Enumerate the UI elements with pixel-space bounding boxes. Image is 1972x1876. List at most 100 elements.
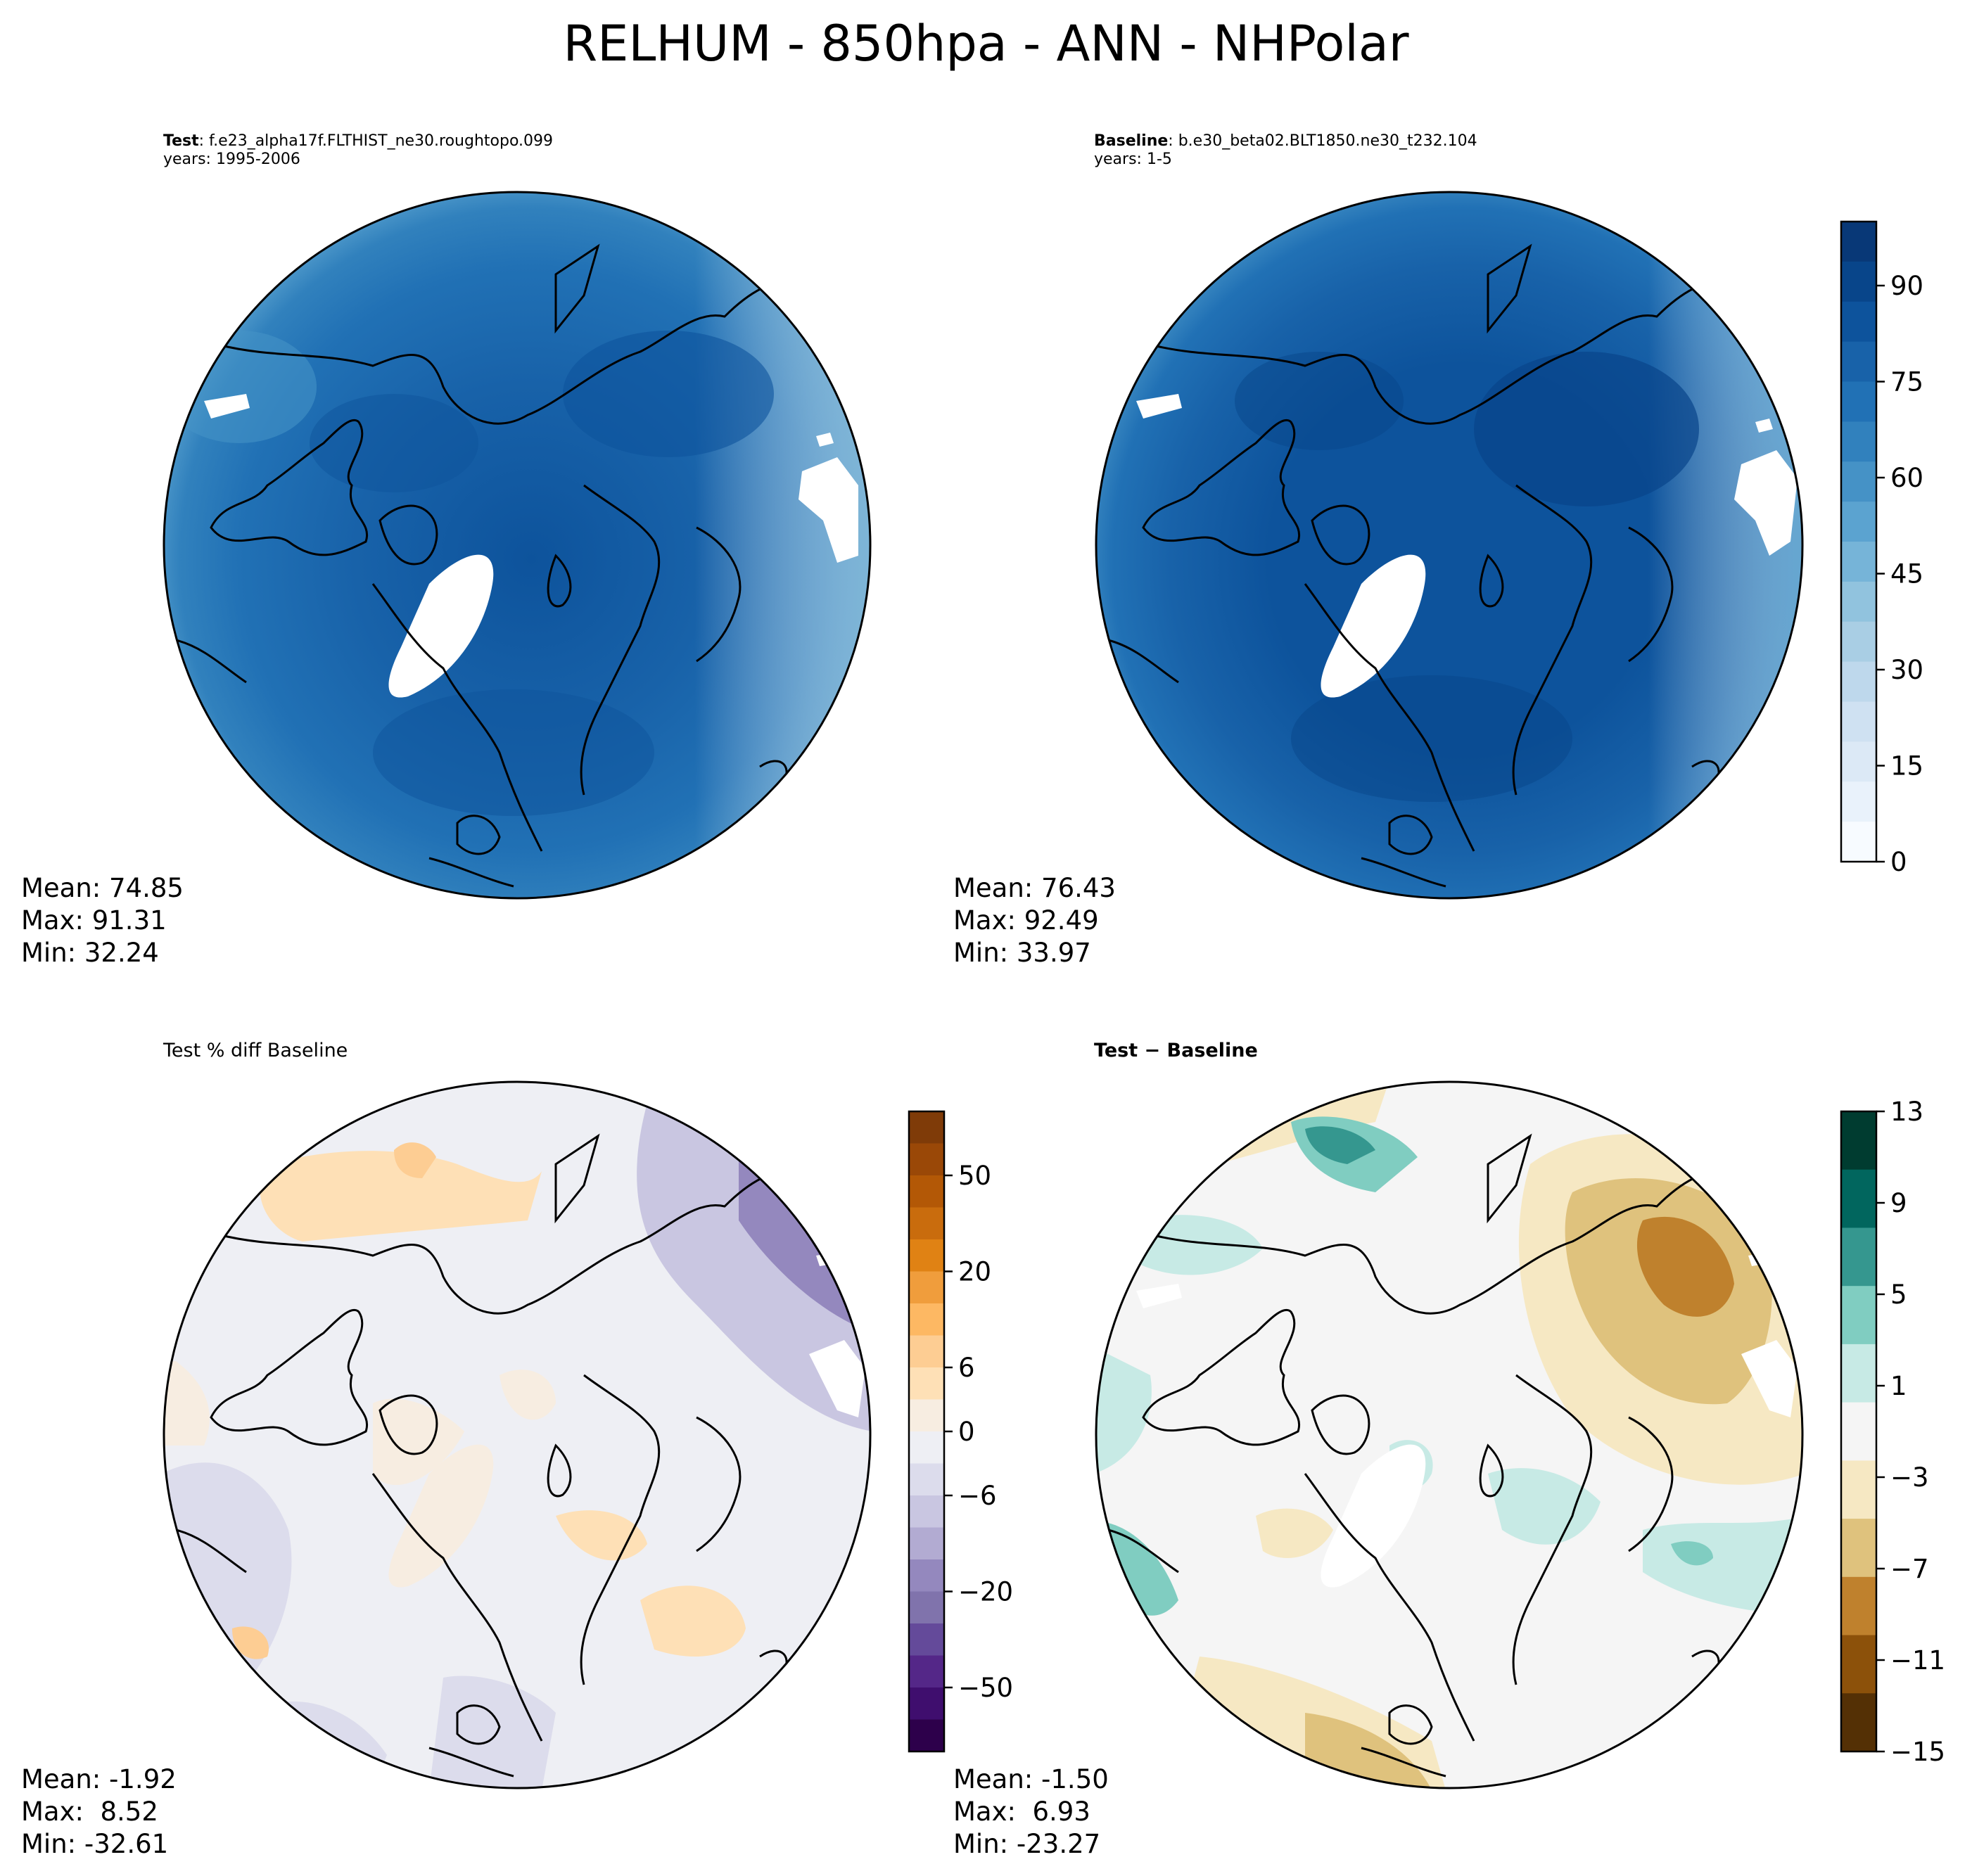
colorbar-segment <box>1841 502 1876 542</box>
diff-panel-title: Test − Baseline <box>1094 1040 1258 1061</box>
colorbar-segment <box>909 1591 944 1624</box>
test-polar-map <box>163 191 872 900</box>
colorbar-segment <box>1841 581 1876 623</box>
test-stat-mean: Mean: 74.85 <box>21 873 184 903</box>
test-stat-min: Min: 32.24 <box>21 938 159 968</box>
colorbar-segment <box>909 1175 944 1208</box>
diff-tick-label: −7 <box>1890 1554 1929 1584</box>
pctdiff-colorbar: 50 20 6 0 −6 −20 −50 <box>908 1110 1013 1753</box>
colorbar-segment <box>1841 1693 1876 1752</box>
colorbar-segment <box>1841 822 1876 862</box>
pctdiff-tick-label: −20 <box>958 1577 1013 1607</box>
diff-stat-min: Min: -23.27 <box>953 1829 1101 1859</box>
pctdiff-polar-map <box>163 1080 872 1789</box>
colorbar-segment <box>1841 781 1876 822</box>
colorbar-segment <box>1841 621 1876 663</box>
colorbar-segment <box>909 1719 944 1752</box>
field-tick-label: 45 <box>1890 559 1923 589</box>
colorbar-segment <box>909 1431 944 1464</box>
diff-tick-label: 5 <box>1890 1280 1907 1310</box>
colorbar-segment <box>1841 1576 1876 1636</box>
baseline-stat-mean: Mean: 76.43 <box>953 873 1116 903</box>
baseline-polar-map <box>1095 191 1804 900</box>
pctdiff-tick-label: −6 <box>958 1481 997 1511</box>
pctdiff-tick-label: 20 <box>958 1257 991 1287</box>
figure-title: RELHUM - 850hpa - ANN - NHPolar <box>563 15 1409 72</box>
colorbar-segment <box>909 1207 944 1240</box>
diff-stat-max: Max: 6.93 <box>953 1797 1090 1827</box>
field-tick-label: 15 <box>1890 751 1923 781</box>
pctdiff-stats: Mean: -1.92 Max: 8.52 Min: -32.61 <box>21 1763 177 1861</box>
colorbar-segment <box>1841 1635 1876 1694</box>
diff-tick-label: −15 <box>1890 1737 1945 1767</box>
field-tick-label: 0 <box>1890 847 1907 877</box>
pctdiff-tick-label: 6 <box>958 1353 975 1383</box>
colorbar-segment <box>1841 1460 1876 1519</box>
pctdiff-tick-label: 50 <box>958 1161 991 1191</box>
baseline-label-bold: Baseline <box>1094 132 1169 150</box>
colorbar-segment <box>909 1495 944 1528</box>
field-tick-label: 75 <box>1890 367 1923 397</box>
colorbar-segment <box>1841 542 1876 582</box>
pctdiff-stat-min: Min: -32.61 <box>21 1829 169 1859</box>
colorbar-segment <box>909 1143 944 1176</box>
diff-tick-label: −11 <box>1890 1645 1945 1676</box>
field-tick-label: 60 <box>1890 463 1923 493</box>
colorbar-segment <box>1841 261 1876 302</box>
diff-tick-label: 13 <box>1890 1097 1923 1127</box>
baseline-stat-max: Max: 92.49 <box>953 905 1099 936</box>
diff-coastlines <box>1107 1133 1742 1778</box>
diff-stats: Mean: -1.50 Max: 6.93 Min: -23.27 <box>953 1763 1109 1861</box>
colorbar-segment <box>1841 461 1876 502</box>
colorbar-segment <box>909 1111 944 1144</box>
baseline-panel-title: Baseline: b.e30_beta02.BLT1850.ne30_t232… <box>1094 132 1477 151</box>
colorbar-segment <box>909 1655 944 1688</box>
colorbar-segment <box>909 1399 944 1432</box>
colorbar-segment <box>909 1303 944 1336</box>
baseline-stats: Mean: 76.43 Max: 92.49 Min: 33.97 <box>953 872 1116 969</box>
baseline-years: years: 1-5 <box>1094 151 1172 168</box>
test-label-case: : f.e23_alpha17f.FLTHIST_ne30.roughtopo.… <box>198 132 554 150</box>
baseline-coastlines <box>1107 243 1742 888</box>
colorbar-segment <box>909 1527 944 1560</box>
field-colorbar: 0 15 30 45 60 75 90 <box>1840 220 1923 877</box>
pctdiff-tick-label: −50 <box>958 1673 1013 1703</box>
diff-polar-map <box>1095 1080 1804 1789</box>
pctdiff-stat-max: Max: 8.52 <box>21 1797 158 1827</box>
colorbar-segment <box>909 1335 944 1368</box>
field-tick-label: 30 <box>1890 655 1923 685</box>
colorbar-segment <box>1841 1344 1876 1403</box>
pctdiff-stat-mean: Mean: -1.92 <box>21 1764 177 1794</box>
diff-colorbar: 13 9 5 1 −3 −7 −11 −15 <box>1840 1097 1945 1767</box>
colorbar-segment <box>909 1463 944 1496</box>
test-stat-max: Max: 91.31 <box>21 905 167 936</box>
diff-tick-label: −3 <box>1890 1462 1929 1493</box>
colorbar-segment <box>1841 301 1876 343</box>
colorbar-segment <box>909 1239 944 1272</box>
colorbar-segment <box>1841 1286 1876 1345</box>
colorbar-segment <box>1841 381 1876 422</box>
colorbar-segment <box>909 1559 944 1592</box>
colorbar-segment <box>1841 421 1876 462</box>
test-label-bold: Test <box>163 132 199 150</box>
diff-stat-mean: Mean: -1.50 <box>953 1764 1109 1794</box>
baseline-stat-min: Min: 33.97 <box>953 938 1091 968</box>
colorbar-segment <box>1841 1402 1876 1461</box>
test-years: years: 1995-2006 <box>163 151 300 168</box>
colorbar-segment <box>1841 1227 1876 1287</box>
colorbar-segment <box>1841 661 1876 702</box>
test-coastlines <box>175 243 810 888</box>
colorbar-segment <box>1841 701 1876 742</box>
colorbar-segment <box>909 1687 944 1720</box>
colorbar-segment <box>1841 1519 1876 1578</box>
colorbar-segment <box>1841 741 1876 782</box>
colorbar-segment <box>1841 1111 1876 1170</box>
colorbar-segment <box>909 1271 944 1304</box>
pctdiff-tick-label: 0 <box>958 1417 975 1447</box>
diff-tick-label: 9 <box>1890 1188 1907 1218</box>
test-stats: Mean: 74.85 Max: 91.31 Min: 32.24 <box>21 872 184 969</box>
baseline-label-case: : b.e30_beta02.BLT1850.ne30_t232.104 <box>1168 132 1477 150</box>
colorbar-segment <box>1841 222 1876 262</box>
colorbar-segment <box>1841 341 1876 382</box>
test-panel-title: Test: f.e23_alpha17f.FLTHIST_ne30.rought… <box>163 132 553 151</box>
